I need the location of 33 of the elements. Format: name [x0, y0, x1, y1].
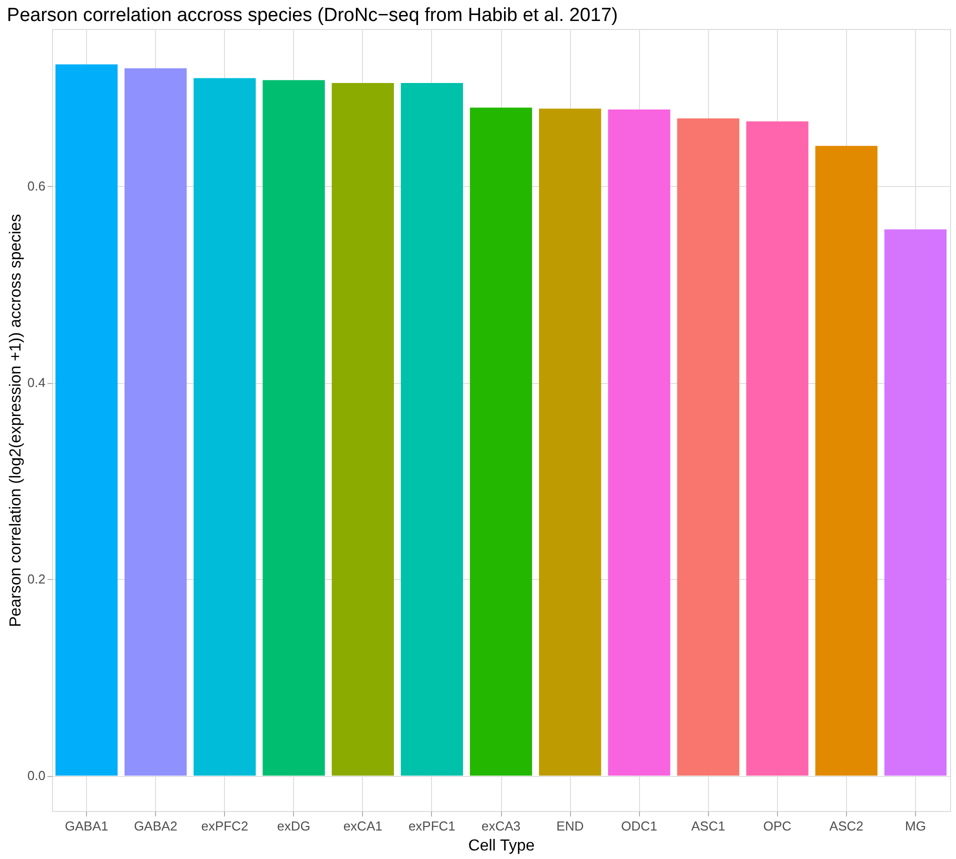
x-tick-label: ASC1 — [691, 818, 726, 834]
bar — [124, 68, 187, 776]
x-tick-label: ODC1 — [621, 818, 658, 834]
x-tick-label: END — [556, 818, 584, 834]
bar — [470, 108, 532, 776]
bar — [884, 229, 947, 776]
chart-title: Pearson correlation accross species (DroNc−seq from Habib et al. 2017) — [6, 5, 618, 26]
x-tick-label: GABA1 — [64, 818, 108, 834]
x-tick-label: OPC — [763, 818, 792, 834]
y-tick-label: 0.0 — [27, 768, 46, 784]
x-tick-label: exCA1 — [343, 818, 382, 834]
bar — [608, 110, 670, 776]
x-axis-title: Cell Type — [468, 838, 535, 854]
bar — [538, 108, 602, 776]
y-axis-title: Pearson correlation (log2(expression +1)) accross species — [7, 214, 24, 628]
bar — [746, 121, 808, 776]
bar — [815, 146, 878, 776]
bar — [400, 83, 464, 776]
y-tick-label: 0.2 — [27, 572, 46, 587]
x-tick-label: GABA2 — [134, 818, 178, 834]
bar — [262, 80, 325, 776]
y-tick-label: 0.6 — [27, 178, 46, 194]
bar — [332, 83, 394, 776]
x-tick-label: MG — [904, 818, 926, 834]
x-tick-label: ASC2 — [829, 818, 864, 834]
x-tick-label: exPFC2 — [201, 818, 248, 834]
bar — [677, 118, 740, 776]
bar — [194, 78, 256, 776]
y-tick-label: 0.4 — [27, 375, 46, 390]
x-tick-label: exCA3 — [481, 818, 521, 834]
bar — [55, 64, 118, 776]
x-tick-label: exPFC1 — [408, 818, 456, 834]
x-tick-label: exDG — [277, 818, 310, 834]
